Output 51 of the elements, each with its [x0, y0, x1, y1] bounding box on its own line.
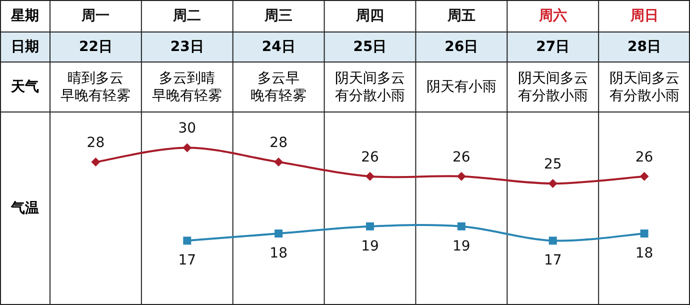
data-label: 30 [178, 120, 196, 137]
data-label: 19 [452, 238, 470, 254]
point [91, 158, 100, 167]
data-label: 19 [361, 238, 379, 254]
point [274, 230, 283, 238]
data-label: 25 [544, 156, 562, 172]
point [640, 172, 649, 181]
text: 多云到晴早晚有轻雾 [152, 70, 222, 104]
data-label: 28 [270, 135, 288, 152]
data-label: 17 [178, 252, 196, 269]
text: 阴天间多云有分散小雨 [518, 70, 588, 104]
y-axis-title: 气温 [10, 200, 39, 216]
text: 阴天有小雨 [426, 79, 496, 95]
text: 阴天间多云有分散小雨 [609, 70, 680, 104]
data-label: 26 [361, 149, 379, 166]
category-label: 周五 [447, 8, 476, 24]
data-label: 17 [544, 252, 562, 269]
text: 26日 [444, 39, 478, 55]
point [366, 172, 374, 181]
data-label: 28 [86, 135, 105, 152]
text: 晴到多云早晚有轻雾 [60, 70, 131, 104]
point [366, 222, 374, 230]
point [456, 172, 466, 181]
point [274, 158, 284, 167]
point [457, 222, 466, 230]
data-label: 18 [635, 246, 654, 262]
text: 星期 [11, 8, 39, 24]
text: 24日 [262, 39, 296, 55]
point [640, 230, 648, 238]
data-label: 18 [270, 246, 288, 262]
point [183, 236, 192, 245]
text: 多云早晚有轻雾 [250, 70, 307, 104]
category-label: 周三 [264, 8, 293, 24]
point [548, 178, 558, 188]
text: 27日 [536, 39, 570, 55]
text: 阴天间多云有分散小雨 [335, 70, 405, 104]
data-label: 26 [452, 149, 470, 166]
category-label: 周六 [538, 8, 567, 24]
text: 28日 [628, 39, 662, 55]
text: 天气 [10, 79, 39, 95]
text: 22日 [78, 39, 112, 55]
point [548, 236, 557, 245]
point [182, 143, 192, 152]
category-label: 周日 [630, 8, 658, 24]
text: 25日 [353, 39, 387, 55]
category-label: 周一 [82, 8, 110, 24]
category-label: 周二 [173, 8, 202, 24]
text: 日期 [11, 39, 39, 55]
data-label: 26 [635, 149, 654, 166]
text: 23日 [170, 39, 204, 55]
category-label: 周四 [356, 8, 384, 24]
